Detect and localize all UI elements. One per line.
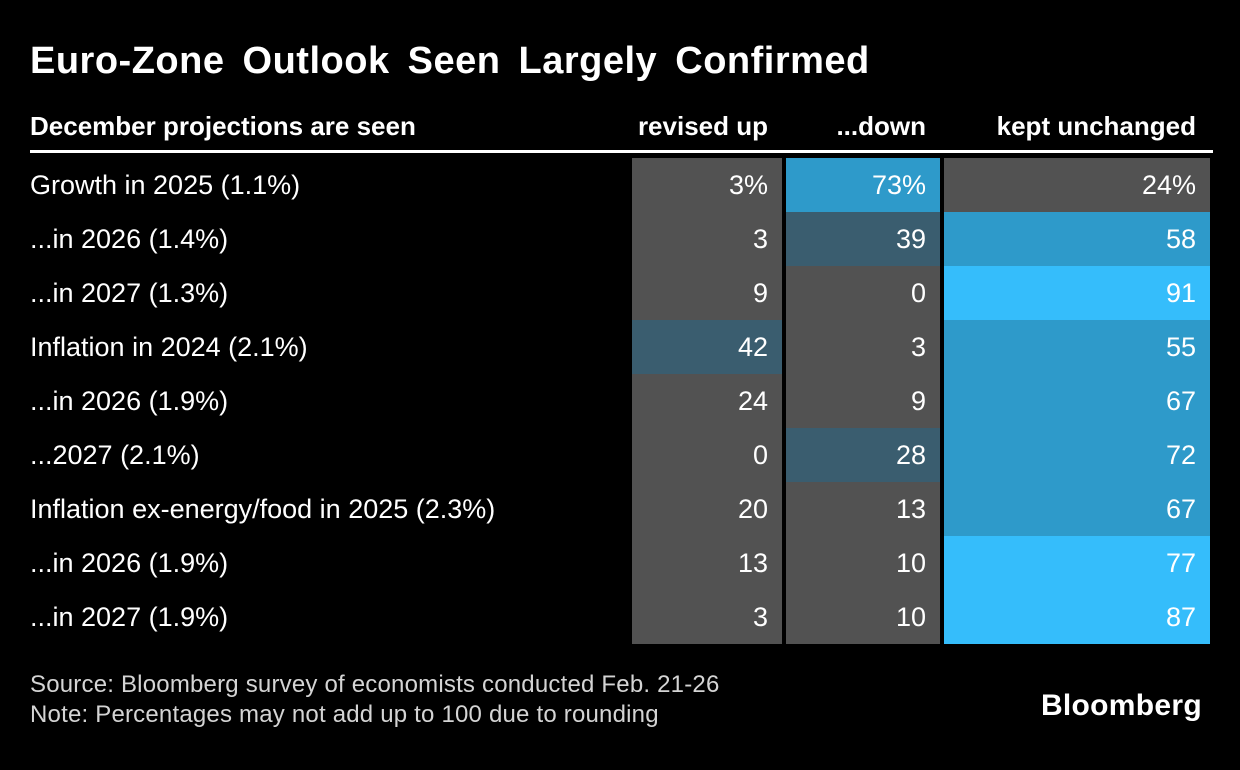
table-header-row: December projections are seen revised up… [30, 108, 1210, 142]
column-gap [782, 590, 786, 644]
column-gap [940, 428, 944, 482]
value-cell-kept-unchanged: 91 [944, 266, 1210, 320]
row-label: ...in 2027 (1.9%) [30, 602, 229, 632]
column-gap [782, 536, 786, 590]
value-cell-kept-unchanged: 72 [944, 428, 1210, 482]
note-text: Note: Percentages may not add up to 100 … [30, 701, 659, 728]
table-row: ...in 2027 (1.3%) 9 0 91 [30, 266, 1210, 320]
table-row: ...in 2026 (1.9%) 24 9 67 [30, 374, 1210, 428]
column-gap [940, 212, 944, 266]
value-cell-revised-up: 0 [632, 428, 782, 482]
row-label: ...in 2027 (1.3%) [30, 278, 229, 308]
value-cell-down: 28 [786, 428, 940, 482]
value-cell-kept-unchanged: 55 [944, 320, 1210, 374]
source-text: Source: Bloomberg survey of economists c… [30, 671, 720, 698]
column-gap [782, 482, 786, 536]
row-label: ...in 2026 (1.9%) [30, 548, 229, 578]
value-cell-down: 10 [786, 536, 940, 590]
row-label: ...in 2026 (1.9%) [30, 386, 229, 416]
value-cell-down: 13 [786, 482, 940, 536]
value-cell-kept-unchanged: 67 [944, 374, 1210, 428]
value-cell-revised-up: 42 [632, 320, 782, 374]
value-cell-kept-unchanged: 77 [944, 536, 1210, 590]
column-gap [782, 266, 786, 320]
table-body: Growth in 2025 (1.1%) 3% 73% 24% ...in 2… [30, 158, 1210, 644]
table-row: ...in 2026 (1.4%) 3 39 58 [30, 212, 1210, 266]
column-gap [782, 320, 786, 374]
column-gap [940, 536, 944, 590]
column-gap [940, 158, 944, 212]
table-row: Growth in 2025 (1.1%) 3% 73% 24% [30, 158, 1210, 212]
table-row: ...in 2027 (1.9%) 3 10 87 [30, 590, 1210, 644]
table-row: Inflation in 2024 (2.1%) 42 3 55 [30, 320, 1210, 374]
value-cell-down: 73% [786, 158, 940, 212]
value-cell-kept-unchanged: 87 [944, 590, 1210, 644]
value-cell-down: 10 [786, 590, 940, 644]
value-cell-revised-up: 24 [632, 374, 782, 428]
value-cell-revised-up: 13 [632, 536, 782, 590]
value-cell-down: 3 [786, 320, 940, 374]
column-header-down: ...down [836, 111, 926, 141]
column-gap [782, 212, 786, 266]
footnote-block: Source: Bloomberg survey of economists c… [30, 670, 720, 730]
value-cell-kept-unchanged: 58 [944, 212, 1210, 266]
value-cell-down: 0 [786, 266, 940, 320]
value-cell-down: 9 [786, 374, 940, 428]
value-cell-revised-up: 3 [632, 590, 782, 644]
column-header-revised-up: revised up [637, 111, 768, 141]
row-label: ...2027 (2.1%) [30, 440, 200, 470]
column-gap [782, 428, 786, 482]
column-gap [940, 266, 944, 320]
column-gap [782, 374, 786, 428]
header-divider-rule [30, 150, 1213, 153]
column-gap [940, 320, 944, 374]
value-cell-revised-up: 20 [632, 482, 782, 536]
row-axis-label: December projections are seen [30, 111, 416, 141]
value-cell-revised-up: 9 [632, 266, 782, 320]
column-gap [940, 482, 944, 536]
value-cell-down: 39 [786, 212, 940, 266]
value-cell-revised-up: 3% [632, 158, 782, 212]
table-row: ...2027 (2.1%) 0 28 72 [30, 428, 1210, 482]
column-header-kept-unchanged: kept unchanged [996, 111, 1196, 141]
table-row: ...in 2026 (1.9%) 13 10 77 [30, 536, 1210, 590]
table-row: Inflation ex-energy/food in 2025 (2.3%) … [30, 482, 1210, 536]
value-cell-kept-unchanged: 24% [944, 158, 1210, 212]
chart-title: Euro-Zone Outlook Seen Largely Confirmed [30, 40, 870, 82]
column-gap [782, 158, 786, 212]
row-label: Inflation ex-energy/food in 2025 (2.3%) [30, 494, 496, 524]
row-label: Growth in 2025 (1.1%) [30, 170, 301, 200]
value-cell-revised-up: 3 [632, 212, 782, 266]
row-label: Inflation in 2024 (2.1%) [30, 332, 308, 362]
row-label: ...in 2026 (1.4%) [30, 224, 229, 254]
value-cell-kept-unchanged: 67 [944, 482, 1210, 536]
bloomberg-logo: Bloomberg [1040, 689, 1202, 722]
column-gap [940, 590, 944, 644]
column-gap [940, 374, 944, 428]
